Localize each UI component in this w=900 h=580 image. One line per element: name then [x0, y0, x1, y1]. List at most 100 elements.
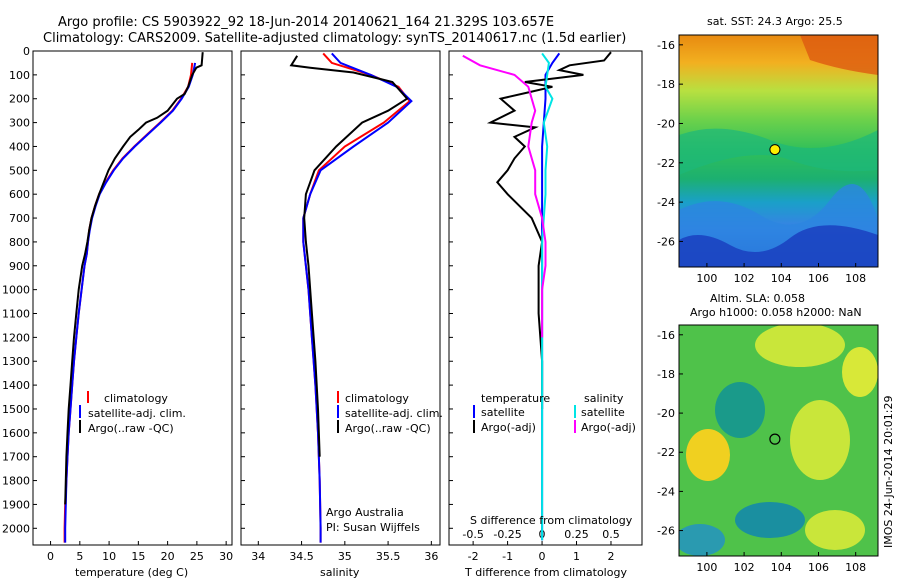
- salinity-axis-label: salinity: [320, 566, 360, 579]
- x-tick-label: 5: [76, 550, 83, 563]
- imos-timestamp: IMOS 24-Jun-2014 20:01:29: [882, 395, 895, 548]
- legend-label-argo: Argo(..raw -QC): [345, 422, 431, 435]
- s-difference-axis-label: S difference from climatology: [470, 514, 633, 527]
- y-tick-label: 500: [9, 164, 30, 177]
- sst-map-axes: 100 102 104 106 108 -16 -18 -20 -22 -24 -26: [657, 39, 866, 285]
- map-y-tick-label: -22: [657, 446, 675, 459]
- map-y-tick-label: -26: [657, 525, 675, 538]
- x-tick-label: 1: [573, 550, 580, 563]
- legend-label-temp-argo: Argo(-adj): [481, 421, 536, 434]
- y-tick-label: 100: [9, 69, 30, 82]
- x-tick-label: 20: [161, 550, 175, 563]
- sla-blue-patch-3: [679, 524, 725, 556]
- x-tick-label: 10: [102, 550, 116, 563]
- map-y-tick-label: -18: [657, 368, 675, 381]
- y-tick-label: 700: [9, 212, 30, 225]
- sla-yellow-patch-4: [842, 347, 878, 397]
- series-line-salinity-satellite: [541, 52, 554, 541]
- map-y-tick-label: -18: [657, 78, 675, 91]
- salinity-plot: 34 34.5 35 35.5 36: [241, 50, 438, 563]
- y-tick-label: 1400: [2, 379, 30, 392]
- sst-cold-patch: [679, 225, 878, 267]
- y-tick-label: 1000: [2, 284, 30, 297]
- map-y-tick-label: -24: [657, 485, 675, 498]
- series-line-argo-raw-qc: [289, 55, 409, 457]
- map-y-tick-label: -16: [657, 329, 675, 342]
- x2-tick-label: 0.25: [564, 528, 589, 541]
- map-x-tick-label: 104: [771, 272, 792, 285]
- header-line-2: Climatology: CARS2009. Satellite-adjuste…: [43, 31, 626, 46]
- map-y-tick-label: -20: [657, 407, 675, 420]
- map-x-tick-label: 102: [734, 272, 755, 285]
- sla-yellow-patch-5: [805, 510, 865, 550]
- map-x-tick-label: 100: [696, 561, 717, 574]
- x-tick-label: 15: [131, 550, 145, 563]
- sst-map-title: sat. SST: 24.3 Argo: 25.5: [707, 15, 843, 28]
- temperature-panel: [32, 50, 233, 546]
- map-y-tick-label: -26: [657, 235, 675, 248]
- x-tick-label: -1: [502, 550, 513, 563]
- legend-label-sal-satellite: satellite: [581, 406, 625, 419]
- legend-label-satellite: satellite-adj. clim.: [345, 407, 443, 420]
- legend-title-salinity: salinity: [584, 392, 624, 405]
- y-tick-label: 1600: [2, 427, 30, 440]
- sst-warm-corner: [800, 35, 878, 75]
- t-difference-axis-label: T difference from climatology: [464, 566, 627, 579]
- legend-label-sal-argo: Argo(-adj): [581, 421, 636, 434]
- y-tick-label: 200: [9, 93, 30, 106]
- x2-tick-label: 0.5: [602, 528, 620, 541]
- y-tick-label: 2000: [2, 522, 30, 535]
- sla-map-axes: 100 102 104 106 108 -16 -18 -20 -22 -24 -26: [657, 329, 866, 574]
- sla-blue-patch-2: [735, 502, 805, 538]
- map-x-tick-label: 100: [696, 272, 717, 285]
- difference-legend: temperature salinity satellite Argo(-adj…: [473, 392, 636, 434]
- x-tick-label: 35: [338, 550, 352, 563]
- map-x-tick-label: 108: [845, 561, 866, 574]
- y-tick-label: 1500: [2, 403, 30, 416]
- y-tick-label: 0: [23, 45, 30, 58]
- x-tick-label: -2: [468, 550, 479, 563]
- legend-label-temp-satellite: satellite: [481, 406, 525, 419]
- legend-label-climatology: climatology: [104, 392, 168, 405]
- x-tick-label: 0: [47, 550, 54, 563]
- x-tick-label: 2: [607, 550, 614, 563]
- credit-line-1: Argo Australia: [326, 506, 404, 519]
- map-y-tick-label: -22: [657, 157, 675, 170]
- sla-map-title-2: Argo h1000: 0.058 h2000: NaN: [690, 306, 862, 319]
- sla-map: [679, 325, 878, 556]
- sla-map-frame: [678, 324, 879, 557]
- y-tick-label: 800: [9, 236, 30, 249]
- map-x-tick-label: 102: [734, 561, 755, 574]
- map-x-tick-label: 104: [771, 561, 792, 574]
- y-tick-label: 1100: [2, 308, 30, 321]
- x-tick-label: 34: [251, 550, 265, 563]
- map-y-tick-label: -24: [657, 196, 675, 209]
- header-line-1: Argo profile: CS 5903922_92 18-Jun-2014 …: [58, 15, 554, 30]
- y-tick-label: 1200: [2, 331, 30, 344]
- y-tick-label: 1700: [2, 451, 30, 464]
- y-tick-label: 400: [9, 140, 30, 153]
- sla-map-title-1: Altim. SLA: 0.058: [710, 292, 805, 305]
- legend-label-satellite: satellite-adj. clim.: [88, 407, 186, 420]
- y-tick-label: 1800: [2, 475, 30, 488]
- difference-panel: [448, 50, 643, 546]
- difference-plot: -2 -1 0 1 2-0.5 -0.25 0 0.25 0.5: [449, 50, 620, 563]
- x-tick-label: 0: [539, 550, 546, 563]
- x-tick-label: 25: [190, 550, 204, 563]
- x-tick-label: 34.5: [289, 550, 314, 563]
- temperature-plot: 0 5 10 15 20 25 300100200300400500600700800900…: [2, 45, 233, 563]
- temperature-axis-label: temperature (deg C): [75, 566, 188, 579]
- sla-blue-patch-1: [715, 382, 765, 438]
- temperature-legend: climatology satellite-adj. clim. Argo(..…: [79, 391, 186, 435]
- legend-title-temperature: temperature: [481, 392, 550, 405]
- y-tick-label: 300: [9, 117, 30, 130]
- map-x-tick-label: 108: [845, 272, 866, 285]
- x2-tick-label: -0.5: [462, 528, 483, 541]
- map-x-tick-label: 106: [808, 561, 829, 574]
- y-tick-label: 900: [9, 260, 30, 273]
- y-tick-label: 1300: [2, 355, 30, 368]
- sst-argo-location-marker: [769, 144, 781, 156]
- map-y-tick-label: -20: [657, 117, 675, 130]
- x2-tick-label: -0.25: [493, 528, 521, 541]
